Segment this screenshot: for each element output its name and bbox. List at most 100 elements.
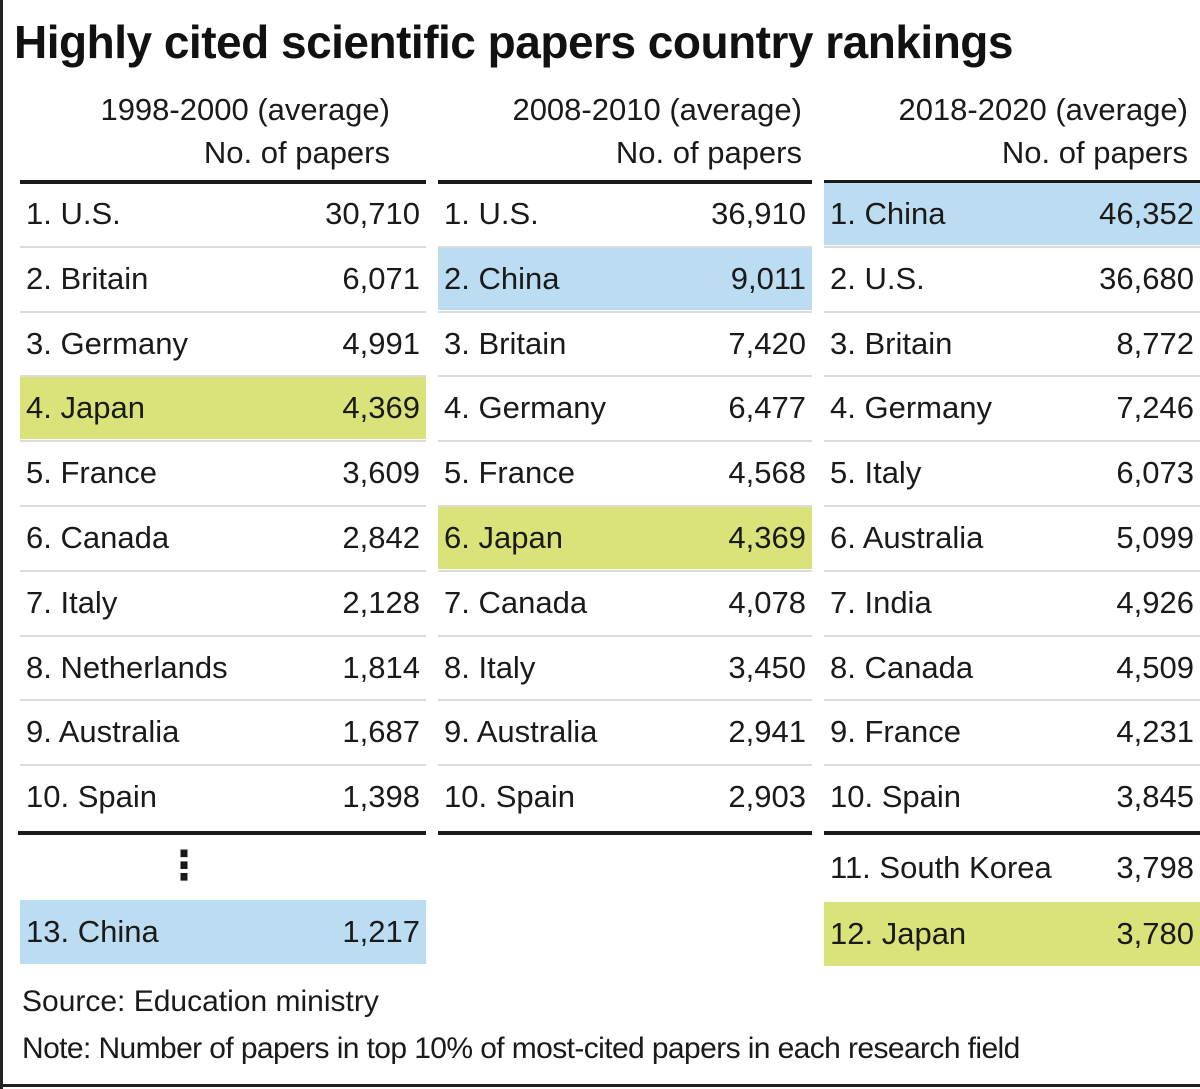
header-rule: [438, 180, 812, 184]
table-row: 11. South Korea 3,798: [824, 836, 1200, 900]
country-name: 4. Germany: [830, 390, 992, 426]
country-name: 6. Japan: [444, 520, 563, 555]
row-divider: [824, 764, 1200, 767]
country-name: 2. Britain: [26, 260, 149, 296]
table-row: 8. Italy 3,450: [438, 637, 812, 699]
paper-count: 4,568: [728, 455, 806, 491]
row-divider: [824, 569, 1200, 572]
table-row: 3. Britain 7,420: [438, 313, 812, 375]
country-name: 5. France: [26, 455, 157, 491]
row-divider: [20, 245, 426, 248]
footer-rule: [824, 831, 1200, 835]
country-name: 4. Japan: [26, 390, 145, 426]
paper-count: 2,903: [728, 779, 806, 815]
country-name: 3. Britain: [830, 325, 953, 361]
country-name: 1. U.S.: [444, 196, 539, 231]
period-label: 2008-2010 (average): [512, 92, 802, 127]
paper-count: 1,814: [342, 649, 420, 685]
table-row: 12. Japan 3,780: [824, 902, 1200, 966]
country-name: 9. Australia: [26, 714, 180, 750]
country-name: 10. Spain: [444, 779, 575, 815]
row-divider: [438, 505, 812, 507]
country-name: 4. Germany: [444, 390, 606, 426]
row-divider: [438, 245, 812, 248]
table-row: 10. Spain 2,903: [438, 766, 812, 828]
table-row: 3. Britain 8,772: [824, 313, 1200, 375]
row-divider: [824, 310, 1200, 313]
row-divider: [824, 375, 1200, 378]
row-divider: [438, 440, 812, 443]
table-row: 9. Australia 1,687: [20, 701, 426, 763]
value-column-label: No. of papers: [203, 135, 390, 170]
country-name: 9. Australia: [444, 714, 598, 750]
chart-title: Highly cited scientific papers country r…: [14, 16, 1014, 68]
row-divider: [20, 375, 426, 378]
row-divider: [438, 699, 812, 702]
paper-count: 3,780: [1116, 916, 1194, 951]
paper-count: 4,369: [342, 390, 420, 426]
row-divider: [824, 245, 1200, 248]
source-note: Source: Education ministry: [22, 985, 379, 1018]
table-row: 4. Germany 7,246: [824, 377, 1200, 439]
footer-rule: [438, 831, 812, 835]
paper-count: 36,680: [1099, 260, 1194, 296]
country-name: 3. Germany: [26, 325, 188, 361]
row-divider: [20, 699, 426, 702]
paper-count: 4,369: [728, 520, 806, 555]
row-divider: [20, 505, 426, 507]
header-rule: [824, 180, 1200, 184]
table-row: 3. Germany 4,991: [20, 313, 426, 375]
paper-count: 4,231: [1116, 714, 1194, 750]
country-name: 10. Spain: [830, 779, 961, 815]
table-row: 5. France 3,609: [20, 442, 426, 504]
country-name: 1. U.S.: [26, 196, 121, 231]
paper-count: 5,099: [1116, 520, 1194, 555]
paper-count: 6,477: [728, 390, 806, 426]
paper-count: 8,772: [1116, 325, 1194, 361]
country-name: 1. China: [830, 196, 946, 231]
paper-count: 3,450: [728, 649, 806, 685]
footnote: Note: Number of papers in top 10% of mos…: [22, 1032, 1020, 1065]
row-divider: [438, 569, 812, 572]
frame-border-bottom: [0, 1084, 1200, 1087]
ellipsis-marker: ⋮: [164, 844, 204, 888]
country-name: 2. U.S.: [830, 260, 925, 296]
paper-count: 6,073: [1116, 455, 1194, 491]
country-name: 12. Japan: [830, 916, 967, 951]
frame-border-left: [0, 0, 3, 1089]
table-row: 9. France 4,231: [824, 701, 1200, 763]
paper-count: 3,609: [342, 455, 420, 491]
footer-rule: [18, 831, 426, 835]
row-divider: [20, 634, 426, 637]
paper-count: 4,926: [1116, 584, 1194, 620]
table-row: 6. Japan 4,369: [438, 507, 812, 569]
table-row: 8. Canada 4,509: [824, 637, 1200, 699]
country-name: 9. France: [830, 714, 961, 750]
table-row: 1. U.S. 30,710: [20, 183, 426, 245]
paper-count: 2,941: [728, 714, 806, 750]
paper-count: 36,910: [711, 196, 806, 231]
row-divider: [20, 569, 426, 572]
country-name: 7. Italy: [26, 584, 118, 620]
row-divider: [20, 764, 426, 767]
table-row: 10. Spain 1,398: [20, 766, 426, 828]
header-rule: [20, 180, 426, 184]
table-row: 2. U.S. 36,680: [824, 248, 1200, 310]
row-divider: [438, 764, 812, 767]
country-name: 5. France: [444, 455, 575, 491]
paper-count: 4,078: [728, 584, 806, 620]
table-row: 7. India 4,926: [824, 572, 1200, 634]
table-row: 6. Canada 2,842: [20, 507, 426, 569]
table-row: 2. Britain 6,071: [20, 248, 426, 310]
country-name: 6. Australia: [830, 520, 984, 555]
row-divider: [438, 375, 812, 378]
country-name: 2. China: [444, 260, 560, 296]
paper-count: 3,845: [1116, 779, 1194, 815]
table-row: 13. China 1,217: [20, 900, 426, 964]
table-row: 9. Australia 2,941: [438, 701, 812, 763]
row-divider: [20, 440, 426, 443]
paper-count: 46,352: [1099, 196, 1194, 231]
country-name: 3. Britain: [444, 325, 567, 361]
paper-count: 6,071: [342, 260, 420, 296]
paper-count: 7,246: [1116, 390, 1194, 426]
